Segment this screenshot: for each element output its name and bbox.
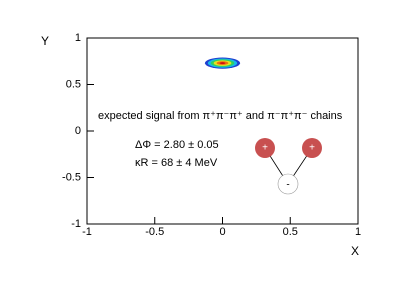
y-tick-label: -1 — [71, 218, 81, 230]
annotation: expected signal from π⁺π⁻π⁺ and π⁻π⁺π⁻ c… — [98, 110, 343, 122]
annotation: κR = 68 ± 4 MeV — [135, 157, 218, 169]
diagram-label: + — [309, 143, 315, 154]
x-tick-label: 0.5 — [283, 226, 298, 238]
diagram-circle — [255, 138, 275, 158]
diagram-circle — [277, 173, 299, 195]
x-axis-label: X — [351, 244, 359, 258]
diagram-label: + — [262, 143, 268, 154]
x-tick-label: -0.5 — [145, 226, 164, 238]
y-tick-label: 0.5 — [66, 78, 81, 90]
diagram: + + - — [255, 138, 322, 195]
y-axis-label: Y — [41, 34, 49, 48]
y-tick-label: 0 — [75, 125, 81, 137]
x-tick-label: 1 — [355, 226, 361, 238]
x-tick-label: 0 — [219, 226, 225, 238]
diagram-label: - — [286, 180, 289, 191]
contour-level — [219, 62, 226, 65]
y-tick-label: 1 — [75, 32, 81, 44]
y-tick-label: -0.5 — [62, 171, 81, 183]
x-tick-label: -1 — [82, 226, 92, 238]
annotation: ΔΦ = 2.80 ± 0.05 — [135, 139, 219, 151]
diagram-circle — [302, 138, 322, 158]
